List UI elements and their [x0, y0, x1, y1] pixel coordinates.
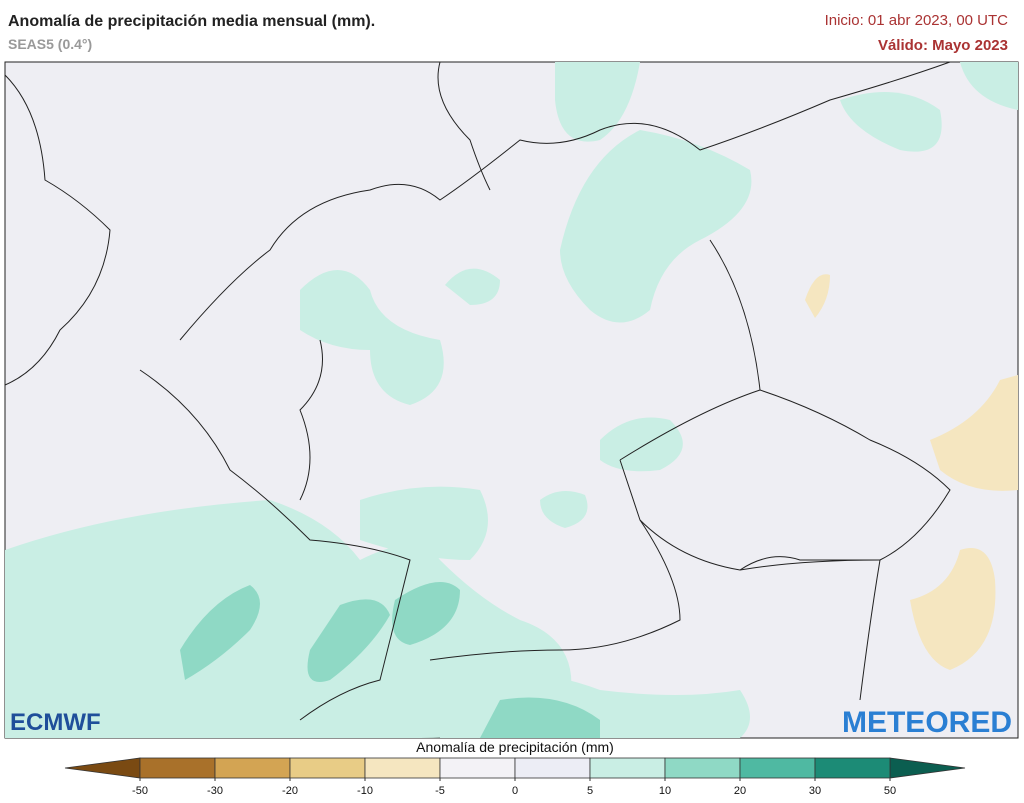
colorbar-segment: [589, 757, 666, 779]
colorbar-end: [889, 757, 966, 779]
colorbar-tick-label: -30: [207, 785, 223, 797]
colorbar-label: Anomalía de precipitación (mm): [416, 739, 614, 755]
logo-right: METEORED: [842, 706, 1012, 739]
colorbar-segment: [664, 757, 741, 779]
logo-left: ECMWF: [10, 709, 101, 736]
colorbar-segment: [814, 757, 891, 779]
colorbar-tick-label: -20: [282, 785, 298, 797]
valid-date: Válido: Mayo 2023: [878, 37, 1008, 54]
colorbar-segment: [139, 757, 216, 779]
colorbar-tick-label: -10: [357, 785, 373, 797]
init-date: Inicio: 01 abr 2023, 00 UTC: [825, 12, 1009, 29]
colorbar-segment: [289, 757, 366, 779]
colorbar-tick-label: 20: [734, 785, 746, 797]
colorbar-tick-label: 50: [884, 785, 896, 797]
colorbar: -50 -30 -20 -10 -5 0 5 10 20 30 50: [64, 757, 966, 797]
colorbar-segment: [739, 757, 816, 779]
colorbar-segment: [364, 757, 441, 779]
colorbar-tick-label: 10: [659, 785, 671, 797]
colorbar-tick-label: -5: [435, 785, 445, 797]
map: [4, 61, 1019, 739]
model: SEAS5 (0.4°): [8, 36, 92, 52]
colorbar-end: [64, 757, 141, 779]
colorbar-segment: [514, 757, 591, 779]
colorbar-segment: [439, 757, 516, 779]
colorbar-tick-label: 30: [809, 785, 821, 797]
colorbar-segment: [214, 757, 291, 779]
colorbar-tick-label: 0: [512, 785, 518, 797]
title: Anomalía de precipitación media mensual …: [8, 13, 375, 30]
colorbar-tick-label: 5: [587, 785, 593, 797]
colorbar-tick-label: -50: [132, 785, 148, 797]
